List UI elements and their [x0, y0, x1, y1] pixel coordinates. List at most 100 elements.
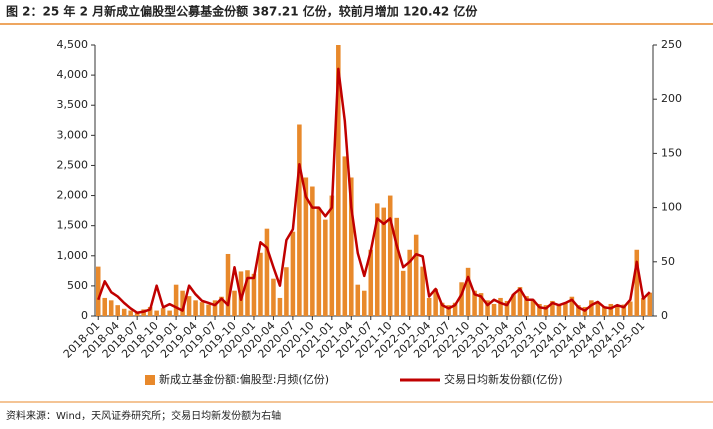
bar [121, 308, 127, 316]
bar [186, 296, 192, 316]
bar [537, 303, 542, 316]
bar [524, 296, 529, 316]
bar [517, 287, 523, 316]
bar [595, 302, 601, 316]
bar [621, 304, 627, 316]
y-tick-label: 500 [67, 279, 88, 292]
bar [640, 297, 646, 316]
bar [374, 203, 380, 316]
y-tick-label: 1,500 [57, 219, 89, 232]
bar [407, 249, 412, 316]
y-tick-label: 3,000 [57, 128, 89, 141]
legend-swatch [145, 375, 155, 385]
y-tick-label: 2,500 [57, 158, 89, 171]
source-note: 资料来源：Wind，天风证券研究所；交易日均新发份额为右轴 [6, 409, 281, 422]
legend-label: 新成立基金份额:偏股型:月频(亿份) [159, 372, 329, 386]
bar [316, 207, 322, 316]
bar [180, 290, 185, 316]
bar [426, 297, 432, 316]
bar [556, 305, 562, 316]
bar [433, 288, 438, 316]
bar [478, 293, 484, 316]
line [97, 67, 651, 314]
bar [271, 278, 276, 316]
bar [576, 305, 581, 316]
y2-tick-label: 250 [661, 38, 682, 51]
bar [284, 267, 289, 316]
bar [232, 290, 237, 316]
chart-title: 图 2：25 年 2 月新成立偏股型公募基金份额 387.21 亿份，较前月增加… [6, 4, 478, 19]
bar [452, 302, 458, 316]
bar [173, 284, 179, 316]
y2-tick-label: 200 [661, 92, 682, 105]
bar [199, 302, 205, 316]
bar [342, 156, 348, 316]
bar [608, 303, 614, 316]
bar [439, 302, 445, 316]
bar [212, 300, 218, 316]
bar [160, 308, 166, 316]
bar [193, 300, 198, 316]
y-tick-label: 3,500 [57, 98, 89, 111]
bar [400, 270, 406, 316]
bar [147, 306, 153, 316]
bar [323, 219, 328, 316]
bar [277, 297, 283, 316]
bar [349, 177, 354, 316]
bar [336, 45, 341, 316]
bar [115, 305, 120, 316]
bar [264, 228, 270, 316]
bar [465, 267, 471, 316]
bar [628, 301, 633, 316]
bar [543, 305, 549, 316]
bar [446, 305, 451, 316]
bar [167, 310, 172, 316]
bar [258, 252, 263, 316]
bar [498, 297, 503, 316]
bar [297, 124, 302, 316]
y2-tick-label: 0 [661, 309, 668, 322]
bar [102, 297, 108, 316]
bar [245, 270, 250, 316]
bar [206, 304, 211, 316]
y2-tick-label: 100 [661, 201, 682, 214]
bar [589, 300, 594, 316]
y-tick-label: 0 [81, 309, 88, 322]
y-tick-label: 4,500 [57, 38, 89, 51]
bar [615, 305, 620, 316]
bar [491, 303, 497, 316]
y-tick-label: 1,000 [57, 249, 89, 262]
bar [219, 296, 224, 316]
bar [550, 300, 555, 316]
bar [634, 249, 640, 316]
y2-tick-label: 150 [661, 146, 682, 159]
bar [108, 300, 114, 316]
bar [472, 290, 477, 316]
bar [647, 292, 653, 316]
bar [530, 299, 536, 316]
legend-label: 交易日均新发份额(亿份) [444, 372, 563, 386]
bar [95, 266, 101, 316]
bar [310, 186, 315, 316]
bar [394, 217, 399, 316]
bar [225, 253, 231, 316]
bar [303, 177, 309, 316]
bar [563, 302, 568, 316]
bar [511, 294, 516, 316]
bar [381, 207, 387, 316]
y-tick-label: 4,000 [57, 68, 89, 81]
bar [387, 195, 393, 316]
y-tick-label: 2,000 [57, 189, 89, 202]
bar [602, 306, 607, 316]
bar [355, 284, 361, 316]
bar [485, 300, 490, 316]
bar [329, 195, 335, 316]
bar [251, 273, 257, 316]
bar [361, 290, 367, 316]
bar [569, 296, 575, 316]
bar [128, 310, 133, 316]
bar [459, 282, 464, 316]
y2-tick-label: 50 [661, 255, 675, 268]
bar [504, 300, 510, 316]
